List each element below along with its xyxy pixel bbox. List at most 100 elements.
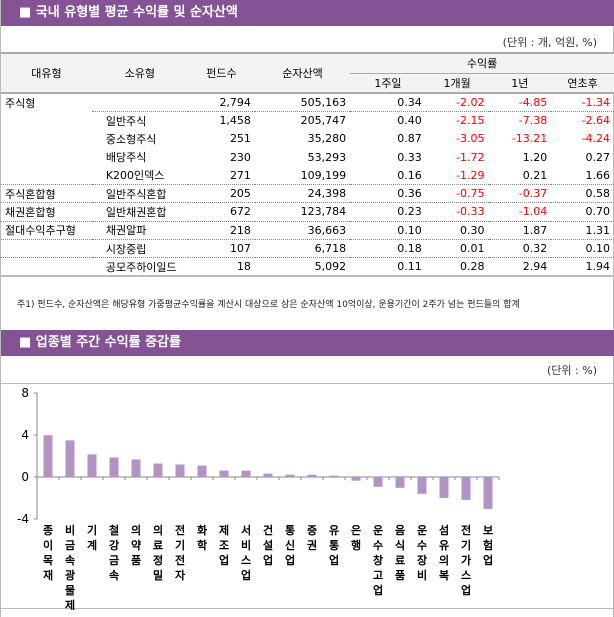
col-1m: 1개월 [425,72,489,93]
table-cell: -0.75 [425,183,489,203]
table-cell: 일반주식혼합 [91,183,188,203]
table-cell: 18 [187,257,255,276]
returns-table: 대유형 소유형 펀드수 순자산액 수익률 1주일 1개월 1년 연초후 주식형 2,794 505… [1,52,614,277]
table-cell: -0.33 [425,202,489,222]
table-cell: -1.04 [488,202,552,222]
table-row: 배당주식 230 53,293 0.33 -1.72 1.20 0.27 [1,148,614,166]
table-cell: 218 [187,220,255,240]
table-cell: 0.30 [425,220,489,240]
table-cell: 36,663 [254,220,351,240]
bar [87,454,97,477]
table-cell [1,111,92,129]
section1-header: ■ 국내 유형별 평균 수익률 및 순자산액 [1,0,614,26]
table-cell: 251 [229,132,251,146]
table-cell: 0.10 [551,238,614,258]
table-cell: 1.87 [488,220,552,240]
table-cell: 0.16 [397,168,422,182]
table-cell: 205,747 [254,110,351,130]
table-cell: 53,293 [307,150,347,164]
table-cell: 2,794 [219,95,251,109]
bar [219,470,229,477]
table-cell: 0.58 [551,183,614,203]
col-returns: 수익률 [350,53,614,73]
table-cell: 505,163 [300,95,347,109]
table-cell: 0.27 [585,150,611,164]
table-cell: 0.11 [350,257,426,276]
table-cell: -1.29 [456,168,485,182]
table-cell: 0.18 [350,238,426,258]
col-ytd: 연초후 [551,72,614,93]
table-cell [1,148,92,166]
table-cell: 1.66 [585,168,611,182]
table-cell: 6,718 [254,238,351,258]
y-tick-label: 8 [21,386,29,400]
table-cell: 5,092 [254,257,351,276]
col-major: 대유형 [1,53,92,93]
table-cell: 230 [229,150,251,164]
table-cell: 0.33 [397,150,422,164]
col-1y: 1년 [488,72,552,93]
table-cell: -2.02 [456,95,485,109]
table-row: 중소형주식 251 35,280 0.87 -3.05 -13.21 -4.24 [1,130,614,148]
table-cell: 일반주식 [91,110,188,130]
section2-header: ■ 업종별 주간 수익률 증감률 [1,330,614,356]
bar [285,474,295,477]
footnote: 주1) 펀드수, 순자산액은 해당유형 가중평균수익률을 계산시 대상으로 삼은… [17,300,520,310]
y-tick-label: 4 [21,428,29,442]
bar [351,477,361,481]
table-cell: 0.10 [350,220,426,240]
table-cell: 시장중립 [91,238,188,258]
table-cell: -2.15 [425,110,489,130]
table-cell: 205 [187,183,255,203]
table-cell: 2.94 [488,257,552,276]
table-cell: 배당주식 [105,151,147,165]
table-cell: -0.37 [488,183,552,203]
table-row: 주식혼합형 일반주식혼합 205 24,398 0.36 -0.75 -0.37 0.58 [1,183,614,203]
x-tick-label: 비금속광물제품 [65,523,75,610]
table-cell: 0.36 [350,183,426,203]
bar [461,477,471,500]
bar [329,475,339,477]
table-cell: -1.72 [456,150,485,164]
bar [131,459,141,477]
table-cell: 1.20 [522,150,548,164]
y-tick-label: 0 [21,470,29,484]
table-cell: 1,458 [187,110,255,130]
bar [65,440,75,477]
table-cell: -2.64 [551,110,614,130]
table-cell: 0.87 [397,132,422,146]
table-cell [92,93,188,111]
bar [197,465,207,477]
table-cell: -4.24 [581,132,610,146]
bar [395,477,405,488]
table-row: 채권혼합형 일반채권혼합 672 123,784 0.23 -0.33 -1.04 0.70 [1,202,614,222]
table-row: 절대수익추구형 채권알파 218 36,663 0.10 0.30 1.87 1.31 [1,220,614,240]
bar [109,457,119,477]
bar [175,464,185,477]
table-cell: 일반채권혼합 [91,202,188,222]
section2-unit: (단위 : %) [547,364,597,377]
table-cell: 1.31 [551,220,614,240]
table-cell [1,257,92,276]
table-cell: -3.05 [456,132,485,146]
bar [417,477,427,494]
table-cell: 271 [229,168,251,182]
table-row: 주식형 2,794 505,163 0.34 -2.02 -4.85 -1.34 [1,93,614,111]
table-cell: 0.40 [350,110,426,130]
